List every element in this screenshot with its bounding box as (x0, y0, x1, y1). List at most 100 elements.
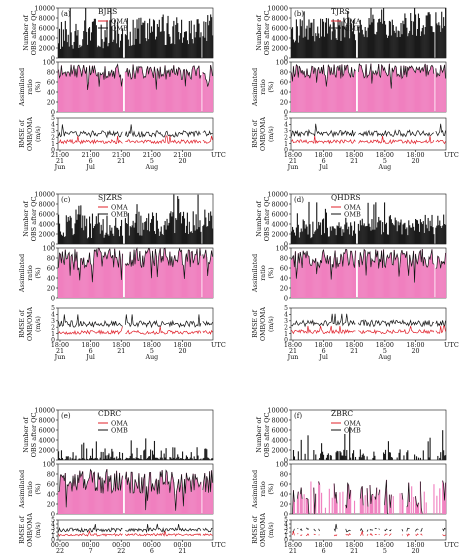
ratio-bar (170, 265, 172, 298)
count-bar (88, 28, 90, 58)
ratio-bar (149, 68, 151, 112)
ratio-bar (327, 65, 329, 112)
time-label-day: 21 (117, 348, 125, 355)
count-bar (71, 45, 73, 58)
ratio-bar (103, 257, 105, 298)
ratio-bar (125, 71, 127, 112)
count-bar (389, 452, 391, 460)
count-bar (357, 223, 359, 244)
ratio-ylabel: Assimilated (251, 470, 259, 509)
ratio-tick-label: 40 (280, 491, 288, 499)
count-bar (366, 225, 368, 244)
ratio-bar (144, 473, 146, 514)
ratio-bar (137, 260, 139, 298)
ratio-bar (191, 251, 193, 298)
count-tick-label: 2000 (38, 45, 55, 53)
ratio-bar (402, 76, 404, 112)
ratio-bar (204, 473, 206, 514)
count-bar (334, 29, 336, 58)
count-tick-label: 8000 (38, 417, 55, 425)
ratio-bar (384, 71, 387, 112)
count-bar (150, 222, 152, 244)
ratio-bar (390, 494, 392, 514)
count-bar (360, 24, 362, 58)
ratio-bar (61, 74, 63, 112)
count-bar (127, 39, 129, 58)
time-label-month: Jun (287, 354, 299, 361)
ratio-bar (72, 262, 74, 298)
rmse-ylabel: RMSE of (252, 309, 259, 337)
count-bar (183, 218, 186, 244)
count-bar (63, 236, 65, 244)
ratio-bar (298, 263, 300, 298)
ratio-bar (336, 67, 338, 112)
count-bar (343, 232, 345, 244)
count-bar (324, 208, 327, 244)
count-bar (197, 455, 199, 460)
count-bar (91, 21, 94, 58)
count-bar (414, 454, 416, 460)
count-bar (163, 31, 165, 58)
ratio-bar (350, 251, 352, 298)
rmse-frame (57, 117, 214, 151)
count-bar (413, 226, 415, 244)
count-bar (338, 222, 340, 244)
ratio-bar (359, 498, 361, 514)
count-frame (290, 409, 447, 461)
ratio-ylabel: (%) (34, 483, 42, 495)
count-bar (299, 232, 301, 244)
count-bar (58, 214, 60, 244)
count-bar (384, 453, 386, 460)
count-bar (425, 15, 427, 58)
ratio-bar (391, 67, 393, 112)
count-bar (187, 458, 189, 460)
ratio-bar (193, 490, 195, 514)
ratio-bar (384, 67, 386, 112)
count-bar (181, 458, 183, 460)
count-bar (293, 42, 296, 58)
ratio-bar (348, 72, 350, 112)
ratio-bar (174, 493, 176, 514)
count-bar (291, 27, 294, 58)
ratio-bar (80, 476, 82, 514)
count-bar (125, 35, 127, 58)
ratio-bar (394, 65, 396, 112)
count-bar (391, 19, 393, 58)
ratio-bar (376, 487, 378, 514)
count-bar (80, 47, 82, 58)
ratio-bar (62, 475, 64, 514)
count-bar (86, 31, 88, 58)
ratio-bar (342, 76, 344, 112)
rmse-tick-label: 4 (51, 521, 55, 528)
oma-line (58, 326, 213, 335)
ratio-bar (102, 255, 104, 298)
ratio-bar (307, 255, 309, 298)
count-bar (403, 223, 405, 244)
count-bar (120, 458, 122, 460)
count-bar (130, 45, 132, 58)
ratio-bar (62, 260, 64, 298)
count-bar (340, 40, 342, 58)
ratio-bar (343, 252, 345, 298)
ratio-tick-label: 100 (43, 59, 55, 67)
count-bar (408, 33, 410, 58)
count-bar (440, 226, 442, 244)
station-name: BJRS (98, 7, 117, 16)
time-label-month: Jul (85, 164, 95, 171)
ratio-bar (108, 250, 110, 298)
ratio-bar (58, 267, 60, 298)
ratio-bar (162, 75, 164, 112)
count-bar (377, 222, 379, 244)
count-bar (157, 228, 159, 244)
count-bar (335, 452, 337, 460)
count-bar (388, 20, 390, 58)
ratio-bar (97, 72, 99, 112)
ratio-bar (111, 69, 113, 112)
ratio-bar (346, 508, 348, 514)
count-bar (386, 37, 389, 58)
count-bar (335, 38, 337, 58)
count-bar (62, 232, 64, 244)
